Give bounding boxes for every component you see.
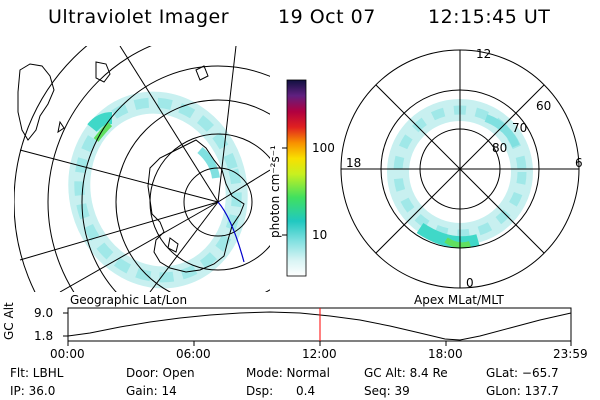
altitude-xtick: 18:00 [428,347,463,361]
coastlines [17,61,245,273]
colorbar-tick-100: 100 [312,141,335,155]
altitude-ymin: 1.8 [34,329,54,343]
colorbar [282,79,307,277]
info-glon: GLon: 137.7 [486,384,559,398]
polar-label-12: 12 [476,47,492,61]
info-glat: GLat: −65.7 [486,366,559,380]
info-ip: IP: 36.0 [10,384,56,398]
date-label: 19 Oct 07 [278,6,376,28]
right-panel-label: Apex MLat/MLT [414,293,504,307]
altitude-xtick: 00:00 [50,347,85,361]
polar-plot [340,49,580,289]
info-seq: Seq: 39 [364,384,410,398]
altitude-ylabel: GC Alt [2,302,16,340]
left-panel-label: Geographic Lat/Lon [70,293,188,307]
altitude-xtick: 12:00 [302,347,337,361]
altitude-xtick: 23:59 [553,347,588,361]
polar-label-6: 6 [575,156,583,170]
info-gain: Gain: 14 [126,384,177,398]
altitude-xtick: 06:00 [176,347,211,361]
polar-label-0: 0 [466,276,474,290]
polar-label-80: 80 [492,141,508,155]
info-flt: Flt: LBHL [10,366,64,380]
info-mode: Mode: Normal [246,366,330,380]
colorbar-unit-label: photon cm⁻²s⁻¹ [268,145,282,238]
altitude-ymax: 9.0 [34,306,54,320]
info-door: Door: Open [126,366,195,380]
colorbar-tick-10: 10 [312,228,328,242]
time-label: 12:15:45 UT [428,6,551,28]
altitude-plot [63,307,572,346]
info-dsp: Dsp: 0.4 [246,384,316,398]
geographic-map [14,46,270,292]
longitude-lines [19,46,270,292]
polar-label-70: 70 [512,121,528,135]
polar-label-60: 60 [536,99,552,113]
instrument-title: Ultraviolet Imager [48,6,230,28]
altitude-curve [67,311,572,341]
aurora-oval-geographic [68,91,248,289]
orbit-track [217,201,245,263]
info-gcalt: GC Alt: 8.4 Re [364,366,448,380]
polar-label-18: 18 [346,156,362,170]
